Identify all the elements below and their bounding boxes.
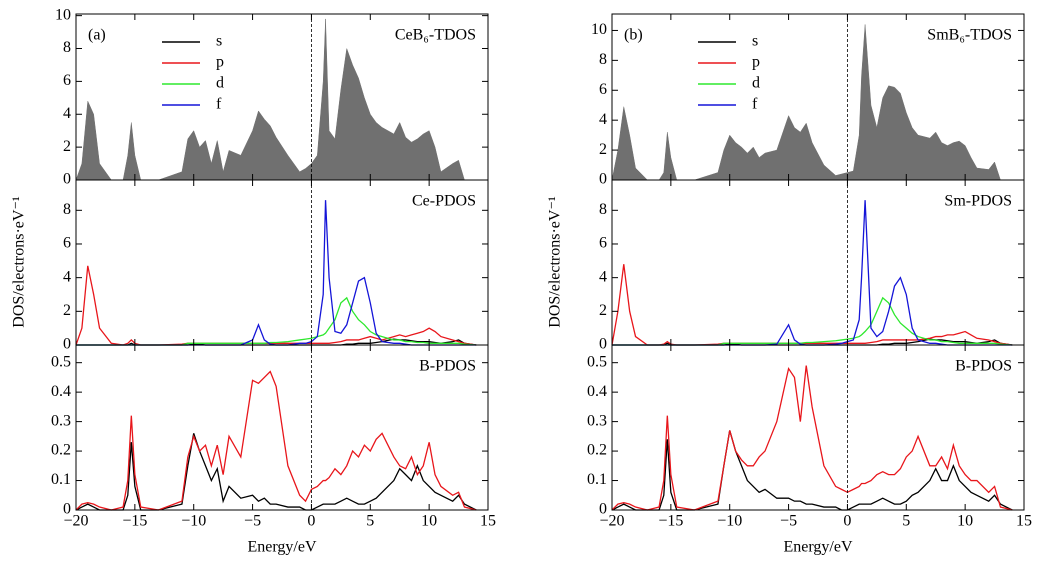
x-tick-label: −20 [599,513,624,530]
subplot-title: Ce-PDOS [412,193,476,210]
dos-line [611,264,1013,346]
x-tick-label: −10 [717,513,742,530]
x-tick-label: −15 [122,513,147,530]
y-tick-label: 4 [63,105,71,122]
y-tick-label: 0 [599,501,607,518]
x-tick-label: −10 [181,513,206,530]
dos-line [612,296,1013,346]
x-tick-label: 0 [307,513,315,530]
y-axis-label: DOS/electrons·eV⁻¹ [547,196,564,328]
y-tick-label: 6 [599,81,607,98]
y-tick-label: 4 [63,268,71,285]
y-tick-label: 8 [599,51,607,68]
y-tick-label: 0 [599,171,607,188]
x-tick-label: 5 [902,513,910,530]
x-axis-label: Energy/eV [247,539,316,556]
dos-line [611,430,1013,511]
subplot-title: Sm-PDOS [944,193,1012,210]
subplot-title: B-PDOS [419,358,476,375]
y-tick-label: 2 [599,302,607,319]
y-tick-label: 10 [591,21,607,38]
y-tick-label: 0.4 [587,383,607,400]
y-tick-label: 0.5 [587,353,607,370]
dos-line [75,370,477,511]
y-tick-label: 8 [63,39,71,56]
y-tick-label: 6 [63,72,71,89]
y-tick-label: 0 [599,336,607,353]
y-tick-label: 0.4 [51,383,71,400]
y-tick-label: 0.1 [587,471,607,488]
y-tick-label: 0 [63,501,71,518]
dos-area [611,24,1013,181]
x-tick-label: −5 [780,513,797,530]
x-axis-label: Energy/eV [783,539,852,556]
y-axis-label: DOS/electrons·eV⁻¹ [11,196,28,328]
dos-line [76,200,477,346]
x-tick-label: −5 [244,513,261,530]
y-tick-label: 0 [63,171,71,188]
y-tick-label: 0.1 [51,471,71,488]
x-tick-label: 5 [366,513,374,530]
legend-label: s [216,33,222,50]
dos-line [612,200,1013,346]
legend-label: s [752,33,758,50]
y-tick-label: 6 [63,235,71,252]
y-tick-label: 8 [63,201,71,218]
subplot-title: CeB₆-TDOS [395,27,476,44]
panel-label: (a) [88,27,106,44]
y-tick-label: 0.3 [587,412,607,429]
legend-label: f [216,96,222,113]
y-tick-label: 0.2 [587,442,607,459]
subplot-title: SmB₆-TDOS [927,27,1012,44]
y-tick-label: 10 [55,6,71,23]
y-tick-label: 2 [63,138,71,155]
legend-label: p [216,54,224,71]
panel-label: (b) [624,27,643,44]
plot-frame [75,344,489,511]
y-tick-label: 4 [599,111,607,128]
dos-line [75,265,477,346]
x-tick-label: 10 [957,513,973,530]
dos-line [76,296,477,346]
plot-frame [611,344,1025,511]
y-tick-label: 4 [599,268,607,285]
x-tick-label: −15 [658,513,683,530]
x-tick-label: 10 [421,513,437,530]
y-tick-label: 0.5 [51,353,71,370]
legend-label: p [752,54,760,71]
x-tick-label: 0 [843,513,851,530]
y-tick-label: 0.3 [51,412,71,429]
y-tick-label: 2 [63,302,71,319]
x-tick-label: −20 [63,513,88,530]
legend-label: f [752,96,758,113]
x-tick-label: 15 [1016,513,1032,530]
y-tick-label: 6 [599,235,607,252]
y-tick-label: 0.2 [51,442,71,459]
y-tick-label: 2 [599,141,607,158]
x-tick-label: 15 [480,513,496,530]
y-tick-label: 8 [599,201,607,218]
dos-line [75,433,477,511]
dos-line [611,365,1013,511]
legend-label: d [216,75,224,92]
dos-area [75,18,477,181]
y-tick-label: 0 [63,336,71,353]
subplot-title: B-PDOS [955,358,1012,375]
legend-label: d [752,75,760,92]
